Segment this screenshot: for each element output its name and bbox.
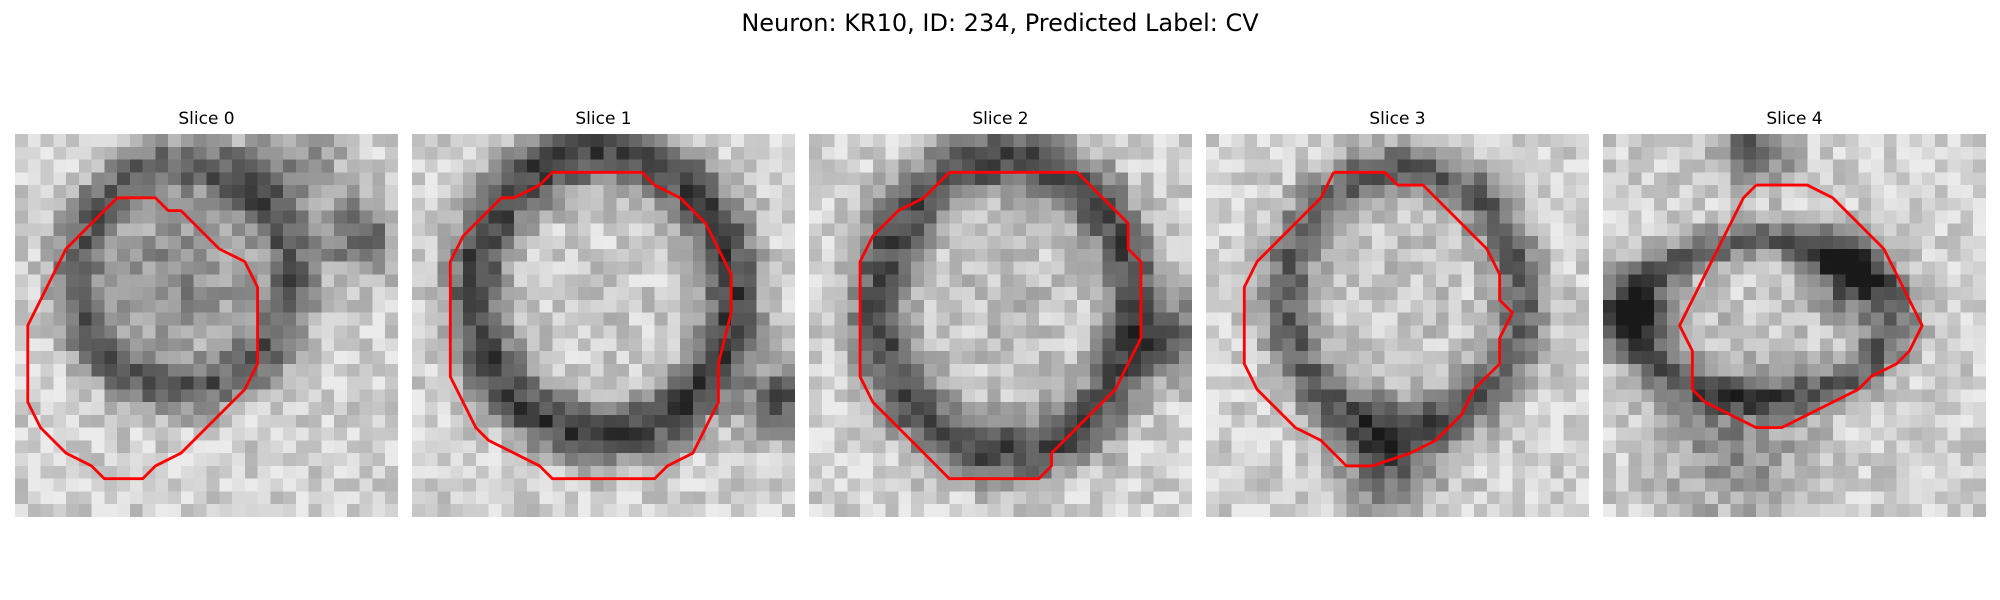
slice-panel-0: Slice 0 bbox=[15, 108, 398, 517]
cell-outline-1 bbox=[448, 170, 733, 481]
slice-pixels-2 bbox=[809, 134, 1192, 517]
slice-image-1 bbox=[412, 134, 795, 517]
slice-panel-1: Slice 1 bbox=[412, 108, 795, 517]
slice-svg-2 bbox=[809, 134, 1192, 517]
slice-image-0 bbox=[15, 134, 398, 517]
slice-pixels-4 bbox=[1603, 134, 1986, 517]
slice-svg-3 bbox=[1206, 134, 1589, 517]
cell-outline-0 bbox=[26, 196, 259, 481]
cell-outline-4 bbox=[1678, 183, 1924, 430]
slice-image-2 bbox=[809, 134, 1192, 517]
slice-panel-3: Slice 3 bbox=[1206, 108, 1589, 517]
slice-image-3 bbox=[1206, 134, 1589, 517]
slice-title-3: Slice 3 bbox=[1369, 109, 1426, 129]
slice-svg-4 bbox=[1603, 134, 1986, 517]
slice-image-4 bbox=[1603, 134, 1986, 517]
figure-title: Neuron: KR10, ID: 234, Predicted Label: … bbox=[741, 9, 1259, 37]
slice-title-2: Slice 2 bbox=[972, 109, 1029, 129]
slice-panel-4: Slice 4 bbox=[1603, 108, 1986, 517]
slice-svg-0 bbox=[15, 134, 398, 517]
cell-outline-2 bbox=[858, 170, 1143, 481]
cell-outline-3 bbox=[1242, 170, 1514, 468]
slice-pixels-1 bbox=[412, 134, 795, 517]
slice-title-0: Slice 0 bbox=[178, 109, 235, 129]
slice-panel-2: Slice 2 bbox=[809, 108, 1192, 517]
slice-title-1: Slice 1 bbox=[575, 109, 632, 129]
slice-pixels-3 bbox=[1206, 134, 1589, 517]
slice-pixels-0 bbox=[15, 134, 398, 517]
slice-title-4: Slice 4 bbox=[1766, 109, 1823, 129]
slice-svg-1 bbox=[412, 134, 795, 517]
